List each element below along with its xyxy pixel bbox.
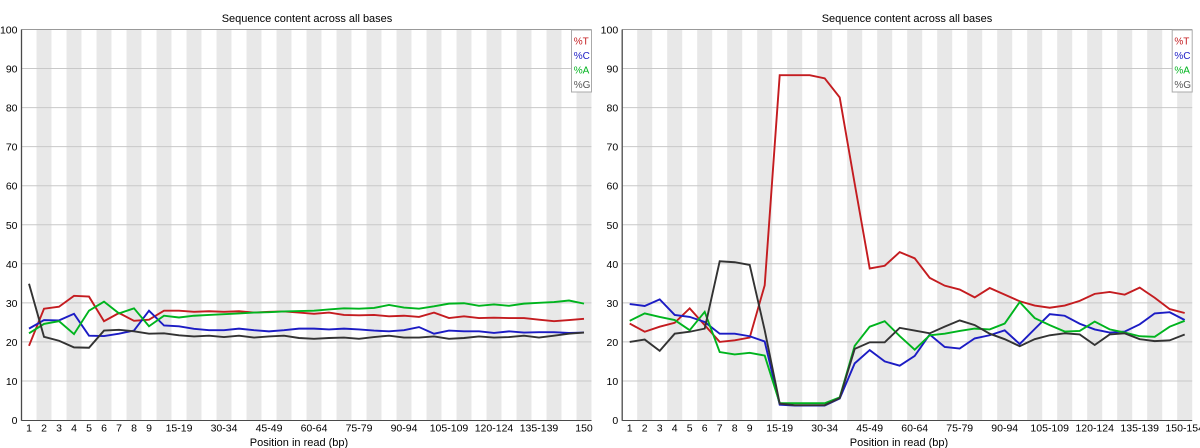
svg-text:120-124: 120-124 — [475, 423, 514, 435]
svg-text:45-49: 45-49 — [256, 423, 283, 435]
svg-text:%A: %A — [1174, 65, 1190, 76]
svg-text:Sequence content across all ba: Sequence content across all bases — [222, 13, 393, 25]
svg-text:60: 60 — [607, 181, 619, 193]
svg-text:60-64: 60-64 — [301, 423, 328, 435]
svg-text:30: 30 — [6, 298, 18, 310]
svg-text:90: 90 — [607, 64, 619, 76]
svg-text:60: 60 — [6, 181, 18, 193]
svg-text:75-79: 75-79 — [946, 423, 973, 435]
svg-text:1: 1 — [26, 423, 32, 435]
svg-text:30-34: 30-34 — [211, 423, 238, 435]
svg-text:5: 5 — [86, 423, 92, 435]
svg-text:10: 10 — [6, 376, 18, 388]
svg-text:6: 6 — [101, 423, 107, 435]
svg-text:70: 70 — [607, 142, 619, 154]
svg-text:90: 90 — [6, 64, 18, 76]
svg-text:8: 8 — [732, 423, 738, 435]
svg-text:15-19: 15-19 — [766, 423, 793, 435]
svg-text:5: 5 — [687, 423, 693, 435]
svg-text:%G: %G — [574, 80, 591, 91]
svg-text:70: 70 — [6, 142, 18, 154]
svg-text:90-94: 90-94 — [391, 423, 418, 435]
svg-text:Sequence content across all ba: Sequence content across all bases — [822, 13, 993, 25]
svg-text:3: 3 — [657, 423, 663, 435]
svg-text:8: 8 — [131, 423, 137, 435]
svg-text:9: 9 — [146, 423, 152, 435]
svg-text:50: 50 — [6, 220, 18, 232]
svg-text:120-124: 120-124 — [1075, 423, 1114, 435]
svg-text:%A: %A — [574, 65, 590, 76]
svg-text:60-64: 60-64 — [901, 423, 928, 435]
svg-text:80: 80 — [6, 103, 18, 115]
svg-text:4: 4 — [672, 423, 678, 435]
svg-text:105-109: 105-109 — [1030, 423, 1069, 435]
svg-text:40: 40 — [607, 259, 619, 271]
svg-text:150: 150 — [575, 423, 593, 435]
svg-text:7: 7 — [116, 423, 122, 435]
svg-text:100: 100 — [0, 25, 18, 37]
svg-text:7: 7 — [717, 423, 723, 435]
svg-text:%T: %T — [1174, 36, 1189, 47]
svg-text:30-34: 30-34 — [811, 423, 838, 435]
svg-text:Position in read (bp): Position in read (bp) — [850, 437, 948, 448]
svg-text:15-19: 15-19 — [166, 423, 193, 435]
svg-text:10: 10 — [607, 376, 619, 388]
svg-text:%C: %C — [574, 51, 590, 62]
svg-text:6: 6 — [702, 423, 708, 435]
svg-text:20: 20 — [6, 337, 18, 349]
svg-text:90-94: 90-94 — [991, 423, 1018, 435]
svg-text:105-109: 105-109 — [430, 423, 469, 435]
svg-text:%C: %C — [1174, 51, 1190, 62]
svg-text:4: 4 — [71, 423, 77, 435]
svg-text:45-49: 45-49 — [856, 423, 883, 435]
svg-text:75-79: 75-79 — [346, 423, 373, 435]
svg-text:%G: %G — [1174, 80, 1191, 91]
svg-text:Position in read (bp): Position in read (bp) — [250, 437, 348, 448]
svg-text:3: 3 — [56, 423, 62, 435]
svg-text:30: 30 — [607, 298, 619, 310]
svg-text:100: 100 — [601, 25, 619, 37]
svg-text:135-139: 135-139 — [520, 423, 559, 435]
svg-text:0: 0 — [12, 415, 18, 427]
svg-text:50: 50 — [607, 220, 619, 232]
svg-text:135-139: 135-139 — [1120, 423, 1159, 435]
svg-text:2: 2 — [41, 423, 47, 435]
svg-text:%T: %T — [574, 36, 589, 47]
svg-text:9: 9 — [747, 423, 753, 435]
svg-text:1: 1 — [627, 423, 633, 435]
svg-text:40: 40 — [6, 259, 18, 271]
svg-text:80: 80 — [607, 103, 619, 115]
svg-text:2: 2 — [642, 423, 648, 435]
svg-text:150-154: 150-154 — [1165, 423, 1200, 435]
svg-text:20: 20 — [607, 337, 619, 349]
svg-text:0: 0 — [612, 415, 618, 427]
